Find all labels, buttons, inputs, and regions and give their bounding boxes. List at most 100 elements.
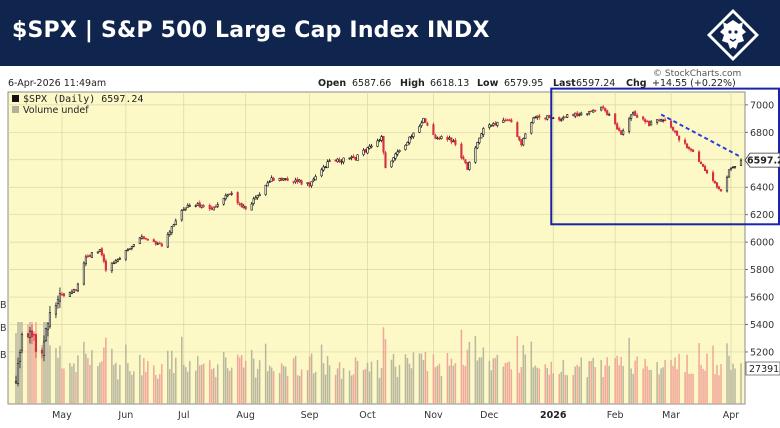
y-tick-label: 5800 bbox=[750, 265, 774, 276]
volume-bar bbox=[578, 366, 580, 404]
volume-bar bbox=[482, 347, 485, 404]
trendline bbox=[660, 113, 742, 158]
volume-bar bbox=[129, 371, 131, 404]
candle-body bbox=[312, 178, 315, 182]
volume-bar bbox=[336, 368, 339, 404]
volume-bar bbox=[161, 364, 163, 404]
candle-body bbox=[508, 119, 511, 121]
candle-body bbox=[352, 155, 355, 159]
candle-body bbox=[560, 119, 563, 121]
candle-body bbox=[408, 136, 411, 144]
candle-body bbox=[426, 123, 429, 126]
candle-body bbox=[26, 333, 30, 338]
candle-body bbox=[392, 157, 395, 162]
candle-body bbox=[490, 125, 493, 127]
left-edge-label-2: B bbox=[0, 323, 7, 334]
volume-bar bbox=[57, 357, 59, 404]
candle-body bbox=[86, 255, 89, 258]
candle-body bbox=[296, 178, 299, 182]
candle-body bbox=[719, 189, 723, 192]
candle-body bbox=[438, 138, 441, 140]
candle-body bbox=[366, 147, 369, 154]
candle-body bbox=[286, 178, 289, 181]
candle-body bbox=[462, 156, 465, 160]
volume-bar bbox=[183, 364, 185, 404]
volume-bar bbox=[506, 362, 509, 404]
volume-bar bbox=[546, 367, 549, 404]
candle-body bbox=[28, 330, 32, 338]
volume-bar bbox=[320, 344, 323, 404]
candle-body bbox=[703, 166, 707, 171]
volume-bar bbox=[732, 363, 734, 404]
volume-bar bbox=[558, 373, 561, 404]
volume-tag: 27391 bbox=[745, 361, 780, 376]
candle-body bbox=[604, 108, 607, 112]
y-tick-label: 5600 bbox=[750, 293, 774, 304]
candle-body bbox=[518, 136, 521, 141]
volume-bar bbox=[63, 368, 65, 404]
volume-bar bbox=[644, 358, 646, 404]
volume-bar bbox=[119, 364, 121, 404]
candle-body bbox=[705, 169, 709, 174]
candle-body bbox=[270, 177, 273, 182]
candle-body bbox=[30, 330, 34, 338]
candle-body bbox=[48, 312, 52, 327]
legend-volume-swatch bbox=[12, 106, 19, 113]
volume-bar bbox=[272, 371, 275, 404]
volume-bar bbox=[462, 364, 465, 404]
candle-body bbox=[412, 132, 415, 138]
volume-bar bbox=[73, 363, 75, 404]
candle-body bbox=[492, 123, 495, 126]
candle-body bbox=[324, 166, 327, 169]
candle-body bbox=[600, 106, 603, 111]
volume-bar bbox=[240, 355, 243, 404]
volume-bar bbox=[71, 366, 73, 404]
candle-body bbox=[158, 242, 161, 245]
volume-bar bbox=[536, 367, 539, 404]
candle-body bbox=[520, 139, 523, 146]
candle-body bbox=[504, 119, 507, 122]
candle-body bbox=[466, 162, 469, 170]
volume-bar bbox=[398, 365, 401, 404]
candle-body bbox=[224, 195, 227, 200]
candle-body bbox=[112, 262, 115, 265]
volume-bar bbox=[740, 363, 742, 404]
plot-area bbox=[7, 91, 746, 405]
candle-body bbox=[154, 241, 157, 245]
candle-body bbox=[314, 176, 317, 181]
candle-body bbox=[686, 143, 689, 148]
volume-bar bbox=[378, 377, 381, 404]
volume-bar bbox=[300, 369, 303, 404]
volume-bar bbox=[59, 345, 61, 404]
candle-body bbox=[58, 293, 61, 302]
candle-body bbox=[308, 182, 311, 187]
volume-bar bbox=[692, 373, 694, 404]
candle-body bbox=[118, 258, 121, 260]
volume-bar bbox=[734, 368, 736, 404]
volume-bar bbox=[562, 360, 565, 404]
candle-body bbox=[34, 334, 38, 352]
volume-bar bbox=[175, 357, 177, 404]
candle-body bbox=[378, 139, 381, 142]
volume-bar bbox=[228, 370, 231, 404]
candle-body bbox=[382, 135, 385, 153]
volume-bar bbox=[534, 365, 537, 404]
candle-body bbox=[202, 205, 205, 207]
candle-body bbox=[132, 244, 135, 247]
candle-body bbox=[300, 180, 303, 185]
volume-bar bbox=[282, 365, 285, 404]
candle-body bbox=[354, 157, 357, 161]
volume-bar bbox=[230, 367, 233, 404]
candle-body bbox=[14, 381, 18, 384]
volume-bar bbox=[133, 371, 135, 404]
candle-body bbox=[250, 203, 253, 211]
volume-bar bbox=[286, 376, 289, 404]
candle-body bbox=[110, 262, 113, 272]
candle-body bbox=[516, 122, 519, 137]
volume-bar bbox=[216, 364, 219, 404]
volume-bar bbox=[520, 366, 523, 404]
volume-bar bbox=[496, 354, 499, 404]
x-tick-label: Sep bbox=[301, 410, 319, 421]
volume-bar bbox=[730, 369, 732, 404]
candle-body bbox=[670, 120, 673, 128]
